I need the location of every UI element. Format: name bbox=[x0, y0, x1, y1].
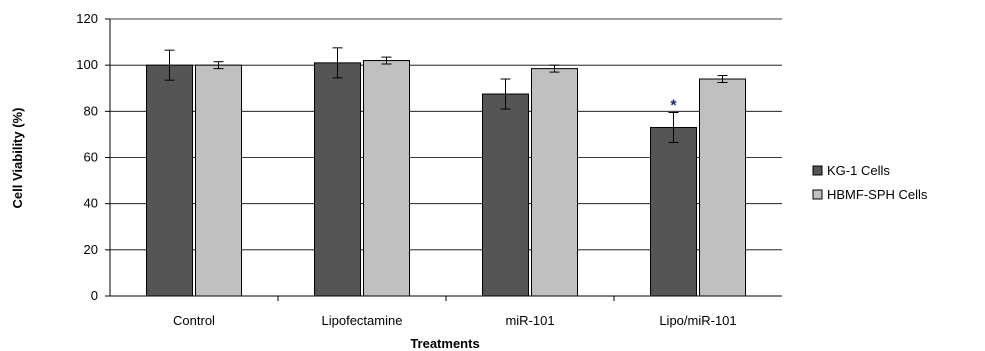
y-tick-label: 20 bbox=[84, 242, 98, 257]
legend-swatch bbox=[812, 189, 823, 200]
x-axis-categories: Control Lipofectamine miR-101 Lipo/miR-101 bbox=[173, 296, 737, 328]
bar bbox=[650, 126, 697, 297]
y-tick-label: 60 bbox=[84, 150, 98, 165]
bar bbox=[482, 93, 529, 297]
bar bbox=[531, 68, 578, 297]
legend-swatch bbox=[812, 165, 823, 176]
legend: KG-1 Cells HBMF-SPH Cells bbox=[812, 163, 928, 202]
x-axis-title: Treatments bbox=[410, 336, 479, 351]
bar bbox=[146, 64, 193, 297]
bars bbox=[146, 60, 746, 297]
legend-label: HBMF-SPH Cells bbox=[827, 187, 928, 202]
y-tick-label: 80 bbox=[84, 103, 98, 118]
y-axis-title: Cell Viability (%) bbox=[10, 108, 25, 209]
y-tick-label: 120 bbox=[76, 11, 98, 26]
x-category-label: Control bbox=[173, 313, 215, 328]
bar bbox=[699, 78, 746, 297]
error-bars bbox=[164, 47, 728, 143]
y-tick-label: 0 bbox=[91, 288, 98, 303]
significance-marker: * bbox=[670, 97, 677, 114]
y-tick-label: 100 bbox=[76, 57, 98, 72]
y-axis-ticks: 0 20 40 60 80 100 120 bbox=[76, 11, 110, 303]
y-tick-label: 40 bbox=[84, 196, 98, 211]
x-category-label: Lipo/miR-101 bbox=[659, 313, 736, 328]
bar bbox=[314, 62, 361, 297]
annotations: * bbox=[670, 97, 677, 114]
bar bbox=[195, 64, 242, 297]
bar bbox=[363, 60, 410, 297]
x-category-label: Lipofectamine bbox=[322, 313, 403, 328]
x-category-label: miR-101 bbox=[505, 313, 554, 328]
legend-label: KG-1 Cells bbox=[827, 163, 890, 178]
